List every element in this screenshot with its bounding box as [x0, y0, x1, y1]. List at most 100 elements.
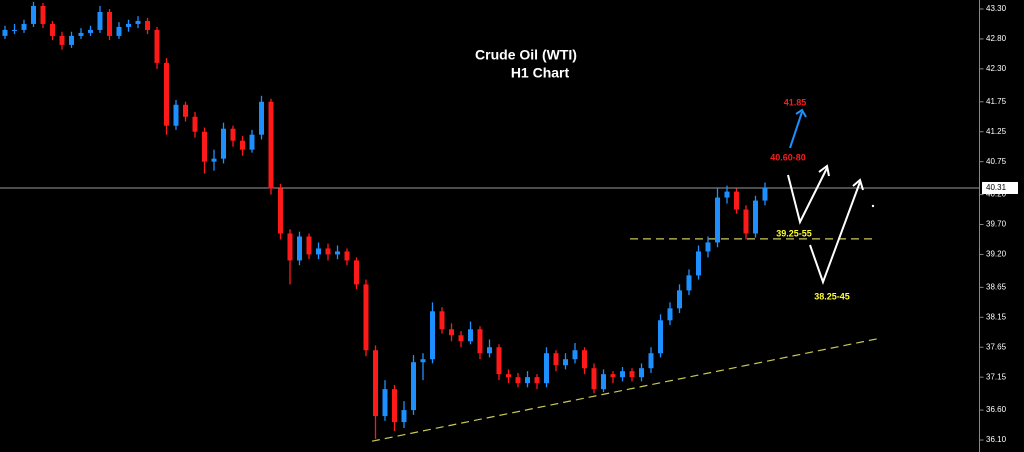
candle-body — [249, 134, 255, 150]
candle-body — [705, 242, 711, 252]
candle-body — [582, 350, 587, 369]
candle-body — [734, 191, 739, 210]
candle-body — [211, 158, 217, 162]
y-tick-label: 36.60 — [986, 405, 1007, 414]
candle-body — [316, 248, 321, 255]
candle-body — [354, 260, 359, 285]
candle-body — [259, 101, 264, 135]
candle-body — [278, 188, 283, 234]
projection-arrows — [787, 108, 875, 285]
chart-title: Crude Oil (WTI) — [475, 47, 577, 63]
y-tick-label: 40.20 — [986, 190, 1007, 199]
candle-body — [487, 347, 492, 354]
y-tick-label: 38.65 — [986, 282, 1007, 291]
candle-body — [648, 353, 654, 369]
arrow-head — [795, 108, 807, 118]
y-tick-label: 42.30 — [986, 64, 1007, 73]
annotation: 38.25-45 — [814, 291, 850, 301]
candle-body — [154, 29, 160, 63]
candle-body — [458, 335, 464, 342]
candle-body — [639, 368, 644, 378]
candle-body — [287, 233, 293, 261]
candle-body — [373, 350, 378, 417]
y-tick-label: 37.15 — [986, 372, 1007, 381]
y-tick-label: 39.20 — [986, 250, 1007, 259]
candle-body — [686, 275, 692, 291]
candle-body — [401, 410, 407, 423]
arrow — [809, 181, 861, 285]
candle-body — [12, 29, 17, 31]
candle-body — [449, 329, 454, 336]
arrow — [789, 111, 803, 149]
candle-body — [135, 20, 141, 24]
candle-body — [677, 290, 682, 309]
candle-body — [59, 35, 65, 45]
candle-body — [107, 11, 112, 36]
candle-body — [563, 359, 568, 366]
y-tick-label: 41.75 — [986, 97, 1007, 106]
y-tick-label: 38.15 — [986, 312, 1007, 321]
candle-body — [601, 374, 606, 390]
candle-body — [753, 200, 758, 234]
candle-body — [430, 311, 435, 360]
candle-body — [411, 362, 416, 411]
annotation: 41.85 — [784, 97, 807, 107]
y-tick-label: 40.75 — [986, 157, 1007, 166]
candle-body — [496, 347, 502, 375]
y-tick-label: 39.70 — [986, 220, 1007, 229]
candle-body — [591, 368, 597, 390]
chart-subtitle: H1 Chart — [511, 65, 570, 81]
candle-body — [620, 371, 625, 378]
candle-body — [97, 11, 103, 30]
candle-body — [202, 131, 207, 162]
candle-body — [183, 104, 188, 117]
y-tick-label: 37.65 — [986, 342, 1007, 351]
candle-body — [40, 5, 46, 24]
candle-body — [477, 329, 483, 354]
candle-body — [610, 374, 616, 378]
candle-body — [515, 377, 521, 384]
candle-body — [221, 128, 226, 159]
candle-body — [572, 350, 578, 360]
arrow-head — [818, 164, 830, 177]
candle-body — [658, 320, 663, 354]
candle-body — [297, 236, 302, 261]
candle-body — [69, 35, 74, 45]
last-price-box — [982, 181, 1018, 194]
candle-body — [335, 251, 340, 255]
candle-body — [88, 29, 93, 33]
candle-body — [363, 284, 369, 351]
candle-body — [667, 308, 673, 321]
annotation: 40.60-80 — [770, 152, 806, 162]
last-price-label: 40.31 — [986, 183, 1007, 192]
candle-body — [506, 374, 511, 378]
candle-body — [696, 251, 701, 276]
candle-body — [164, 62, 169, 126]
candle-body — [553, 353, 559, 366]
candle-body — [50, 23, 55, 36]
annotation: 39.25-55 — [776, 228, 812, 238]
candle-body — [306, 236, 312, 255]
candle-body — [126, 23, 131, 27]
candle-body — [724, 191, 730, 198]
y-tick-label: 41.25 — [986, 127, 1007, 136]
candle-body — [240, 140, 245, 150]
candle-body — [2, 29, 8, 36]
candle-body — [525, 377, 530, 384]
candle-body — [715, 197, 720, 243]
candle-body — [534, 377, 540, 384]
dot — [871, 204, 875, 208]
trendline — [371, 337, 881, 442]
candle-body — [325, 248, 331, 255]
arrow-head — [852, 178, 864, 191]
plot — [0, 1, 980, 442]
candle-body — [268, 101, 274, 189]
y-tick-label: 43.30 — [986, 4, 1007, 13]
candle-body — [468, 329, 473, 342]
y-tick-label: 42.80 — [986, 34, 1007, 43]
candle-body — [173, 104, 179, 126]
candle-body — [344, 251, 350, 261]
